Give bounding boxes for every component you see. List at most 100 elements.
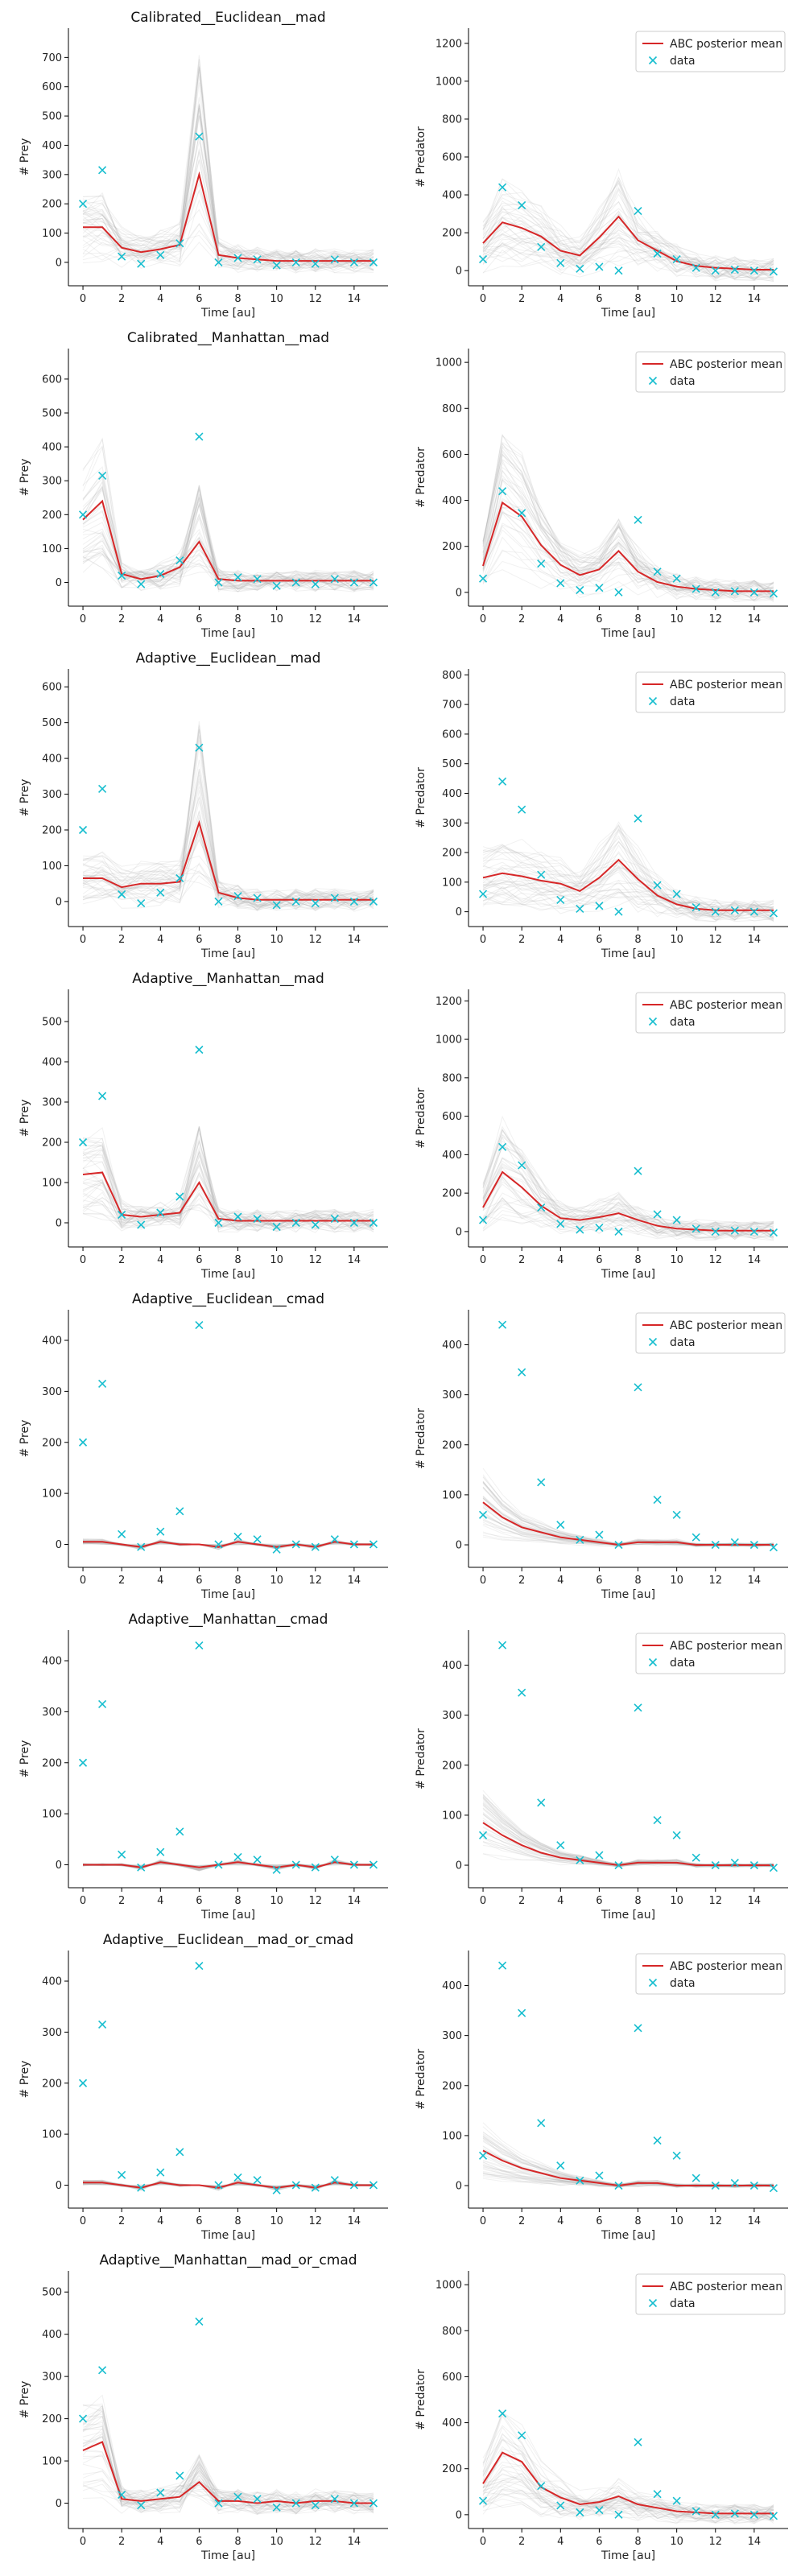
- y-axis-label: # Prey: [19, 1420, 31, 1458]
- data-marker-stroke: [195, 1320, 204, 1330]
- data-point: [556, 2161, 565, 2170]
- sample-trace: [82, 745, 374, 910]
- sample-trace: [482, 871, 774, 919]
- x-tick-label: 2: [118, 1254, 125, 1266]
- data-marker-stroke: [518, 509, 526, 518]
- sample-trace: [82, 734, 374, 910]
- data-marker-stroke: [253, 1214, 262, 1224]
- sample-trace: [482, 233, 774, 279]
- sample-trace: [482, 477, 774, 599]
- data-marker-stroke: [730, 1538, 739, 1546]
- sample-trace: [82, 1126, 374, 1228]
- sample-trace: [482, 178, 774, 280]
- sample-trace: [482, 219, 774, 279]
- data-point: [137, 1863, 146, 1872]
- data-marker-stroke: [214, 1540, 223, 1549]
- y-tick-label: 200: [442, 1188, 462, 1200]
- sample-trace: [482, 1133, 774, 1239]
- sample-trace: [82, 466, 374, 588]
- y-axis-label: # Predator: [415, 1408, 427, 1469]
- data-point: [78, 2079, 88, 2087]
- data-marker-stroke: [330, 1535, 339, 1544]
- y-tick-label: 400: [42, 2329, 62, 2341]
- data-marker-stroke: [498, 1641, 507, 1649]
- data-marker-stroke: [291, 1860, 300, 1869]
- x-tick-label: 10: [670, 2215, 683, 2227]
- data-point: [672, 890, 681, 898]
- sample-trace: [82, 55, 374, 270]
- sample-trace: [482, 1129, 774, 1240]
- data-point: [498, 1641, 507, 1649]
- data-marker-stroke: [691, 2174, 700, 2182]
- x-axis-label: Time [au]: [601, 1588, 655, 1601]
- data-marker-stroke: [78, 1438, 88, 1447]
- data-point: [478, 2496, 488, 2505]
- sample-trace: [82, 141, 374, 270]
- y-tick-label: 200: [442, 541, 462, 553]
- data-point: [711, 1860, 720, 1870]
- data-point: [349, 1540, 358, 1549]
- data-marker-stroke: [576, 904, 584, 913]
- data-marker-stroke: [537, 2119, 546, 2128]
- data-point: [137, 1220, 146, 1229]
- data-point: [195, 1961, 204, 1971]
- x-tick-label: 6: [596, 934, 602, 946]
- x-tick-label: 8: [634, 934, 641, 946]
- x-tick-label: 0: [80, 293, 86, 305]
- posterior-samples: [482, 1468, 774, 1547]
- x-tick-label: 4: [157, 2215, 163, 2227]
- sample-trace: [82, 827, 374, 911]
- legend-box: [635, 671, 786, 713]
- y-tick-label: 300: [42, 1707, 62, 1719]
- y-tick-label: 300: [42, 789, 62, 801]
- x-tick-label: 4: [557, 1254, 564, 1266]
- data-point: [369, 2181, 378, 2190]
- subplot-7: 0 2 4 6 8 10 12 14 0 200 400 600 800 1000 1200 Time [au…: [415, 989, 788, 1281]
- sample-trace: [482, 1173, 774, 1240]
- sample-trace: [82, 69, 374, 270]
- data-point: [175, 556, 184, 565]
- data-point: [118, 252, 126, 261]
- data-marker-stroke: [478, 1510, 488, 1519]
- data-point: [78, 825, 88, 835]
- data-marker-stroke: [369, 2499, 378, 2508]
- sample-trace: [482, 1125, 774, 1238]
- data-point: [369, 897, 378, 906]
- data-marker-stroke: [518, 200, 526, 210]
- x-tick-label: 6: [596, 293, 602, 305]
- x-tick-label: 2: [118, 2215, 125, 2227]
- data-point: [156, 1847, 165, 1856]
- x-tick-label: 0: [480, 1895, 486, 1907]
- sample-trace: [482, 1115, 774, 1236]
- sample-trace: [82, 810, 374, 910]
- y-tick-label: 400: [42, 442, 62, 454]
- data-marker-stroke: [478, 2151, 488, 2160]
- sample-trace: [482, 237, 774, 278]
- data-point: [595, 584, 604, 592]
- data-point: [195, 132, 204, 141]
- data-marker-stroke: [311, 899, 320, 908]
- data-point: [653, 568, 662, 576]
- y-axis-label: # Predator: [415, 2049, 427, 2110]
- x-tick-label: 0: [480, 2536, 486, 2548]
- data-marker-stroke: [556, 2161, 565, 2170]
- data-point: [330, 894, 339, 902]
- sample-trace: [82, 817, 374, 908]
- sample-trace: [482, 840, 774, 914]
- data-point: [272, 901, 281, 910]
- y-tick-label: 800: [442, 1072, 462, 1084]
- legend-data-label: data: [670, 1977, 696, 1990]
- sample-trace: [82, 548, 374, 592]
- data-marker-stroke: [233, 2173, 242, 2182]
- data-point: [691, 903, 700, 912]
- data-point: [672, 574, 681, 583]
- data-marker-stroke: [478, 1831, 488, 1839]
- y-tick-label: 200: [42, 1437, 62, 1449]
- data-marker-stroke: [330, 2176, 339, 2185]
- sample-trace: [82, 759, 374, 908]
- y-tick-label: 100: [42, 1809, 62, 1821]
- data-marker-stroke: [730, 265, 739, 275]
- data-marker-stroke: [330, 2495, 339, 2504]
- sample-trace: [82, 1859, 374, 1872]
- x-tick-label: 10: [670, 1895, 683, 1907]
